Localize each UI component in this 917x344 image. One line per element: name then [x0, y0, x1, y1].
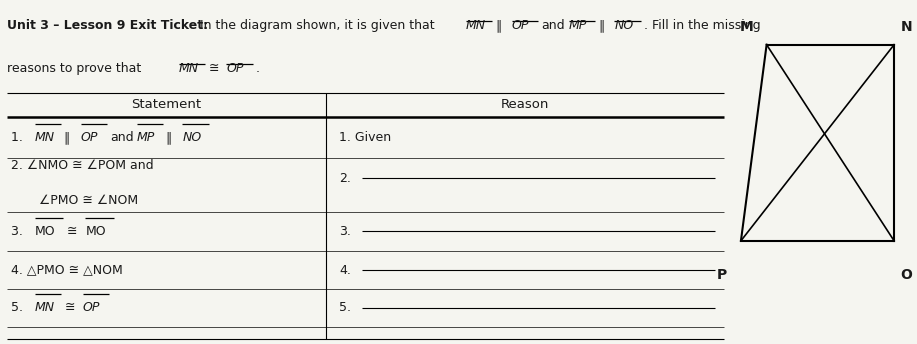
Text: MN: MN: [466, 19, 486, 32]
Text: ∥: ∥: [63, 131, 70, 144]
Text: 3.: 3.: [339, 225, 351, 238]
Text: 5.: 5.: [11, 301, 27, 314]
Text: ≅: ≅: [65, 301, 75, 314]
Text: MO: MO: [85, 225, 105, 238]
Text: MN: MN: [35, 131, 55, 144]
Text: 2.: 2.: [339, 172, 351, 184]
Text: 1.: 1.: [11, 131, 27, 144]
Text: M: M: [740, 20, 754, 34]
Text: 4.: 4.: [339, 264, 351, 277]
Text: 4. △PMO ≅ △NOM: 4. △PMO ≅ △NOM: [11, 264, 123, 277]
Text: and: and: [110, 131, 134, 144]
Text: P: P: [717, 268, 727, 282]
Text: 3.: 3.: [11, 225, 27, 238]
Text: ∥: ∥: [165, 131, 171, 144]
Text: OP: OP: [81, 131, 98, 144]
Text: .: .: [256, 62, 260, 75]
Text: OP: OP: [83, 301, 100, 314]
Text: Unit 3 – Lesson 9 Exit Ticket:: Unit 3 – Lesson 9 Exit Ticket:: [7, 19, 208, 32]
Text: Statement: Statement: [131, 98, 202, 111]
Text: MN: MN: [179, 62, 199, 75]
Text: NO: NO: [182, 131, 202, 144]
Text: MP: MP: [569, 19, 587, 32]
Text: O: O: [900, 268, 912, 282]
Text: ∥: ∥: [495, 19, 502, 32]
Text: ∥: ∥: [598, 19, 604, 32]
Text: In the diagram shown, it is given that: In the diagram shown, it is given that: [200, 19, 435, 32]
Text: MN: MN: [35, 301, 55, 314]
Text: . Fill in the missing: . Fill in the missing: [644, 19, 760, 32]
Text: 2. ∠NMO ≅ ∠POM and: 2. ∠NMO ≅ ∠POM and: [11, 160, 154, 172]
Text: 5.: 5.: [339, 301, 351, 314]
Text: OP: OP: [226, 62, 244, 75]
Text: N: N: [900, 20, 912, 34]
Text: 1. Given: 1. Given: [339, 131, 392, 144]
Text: MP: MP: [137, 131, 155, 144]
Text: ∠PMO ≅ ∠NOM: ∠PMO ≅ ∠NOM: [39, 194, 138, 207]
Text: ≅: ≅: [67, 225, 77, 238]
Text: and: and: [541, 19, 565, 32]
Text: NO: NO: [614, 19, 634, 32]
Text: MO: MO: [35, 225, 55, 238]
Text: ≅: ≅: [209, 62, 219, 75]
Text: OP: OP: [512, 19, 529, 32]
Text: Reason: Reason: [501, 98, 549, 111]
Text: reasons to prove that: reasons to prove that: [7, 62, 141, 75]
